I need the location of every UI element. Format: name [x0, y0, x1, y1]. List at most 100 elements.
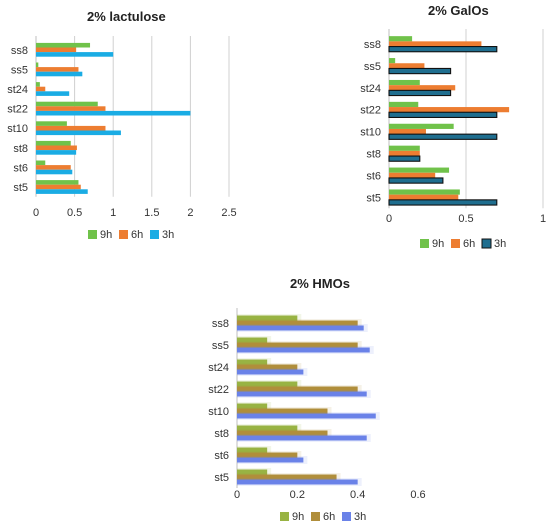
bar-6h-st22	[36, 106, 106, 111]
legend-label: 3h	[494, 238, 506, 250]
bar-9h-ss8	[36, 42, 91, 48]
chart-title-lactulose: 2% lactulose	[87, 9, 166, 24]
category-label: ss5	[364, 61, 381, 73]
bar-9h-st8	[389, 145, 420, 151]
legend-label: 6h	[323, 511, 335, 523]
bar-6h-st5	[36, 184, 81, 190]
bar-6h-st24	[389, 85, 456, 91]
bar-9h-st24	[237, 359, 268, 365]
bar-6h-st6	[389, 172, 436, 178]
category-label: st10	[208, 406, 229, 418]
bar-6h-ss5	[36, 67, 79, 72]
legend-swatch	[420, 239, 429, 248]
legend-label: 9h	[292, 511, 304, 523]
legend-item: 6h	[311, 511, 335, 523]
category-label: st8	[366, 148, 381, 160]
legend-item: 6h	[119, 229, 143, 241]
bar-9h-st8	[237, 425, 298, 431]
bar-3h-ss8	[388, 45, 498, 53]
legend-swatch	[481, 238, 492, 249]
x-tick-label: 1.5	[144, 207, 159, 219]
bar-3h-st24	[36, 91, 70, 96]
bar-9h-st6	[237, 447, 268, 453]
bar-6h-st22	[389, 107, 510, 113]
bar-9h-ss8	[237, 315, 298, 321]
bar-6h-st22	[237, 386, 358, 392]
bar-3h-st6	[237, 457, 304, 463]
category-label: ss5	[212, 340, 229, 352]
bar-3h-st5	[388, 199, 498, 206]
bar-6h-st5	[237, 474, 337, 480]
bar-3h-st5	[36, 189, 88, 194]
category-label: ss8	[11, 45, 28, 57]
legend-item: 3h	[342, 511, 366, 523]
category-label: st8	[214, 428, 229, 440]
bar-9h-st24	[36, 82, 40, 87]
bar-6h-ss8	[389, 41, 482, 47]
bar-3h-st22	[237, 391, 367, 397]
x-tick-label: 0.2	[290, 489, 305, 501]
bar-3h-st22	[36, 110, 191, 116]
legend-item: 3h	[481, 238, 506, 250]
legend-swatch	[451, 239, 460, 248]
bar-6h-st8	[389, 150, 420, 157]
category-label: st8	[13, 143, 28, 155]
bar-9h-st6	[36, 160, 46, 166]
bar-3h-st24	[388, 89, 452, 97]
category-label: st24	[360, 83, 381, 95]
bar-3h-st5	[237, 479, 358, 485]
bar-6h-st6	[36, 165, 71, 170]
bar-9h-st5	[237, 469, 268, 475]
bar-9h-st10	[237, 403, 268, 409]
category-label: st5	[366, 192, 381, 204]
bar-3h-st10	[36, 130, 121, 136]
bar-6h-ss8	[237, 320, 358, 326]
bar-6h-ss5	[237, 342, 358, 348]
bar-3h-st8	[237, 435, 367, 441]
x-tick-label: 1	[540, 213, 546, 225]
legend-item: 3h	[150, 229, 174, 241]
bar-3h-st8	[388, 155, 421, 162]
galos-chart: ss8 ss5 st24 st22 st10 st8 st6 st5 0 0.5 1 9h 6h 3h	[360, 29, 546, 250]
legend-label: 9h	[100, 229, 112, 241]
category-label: st6	[214, 450, 229, 462]
legend-swatch	[88, 230, 97, 239]
category-label: st6	[366, 170, 381, 182]
bar-9h-st10	[389, 123, 454, 129]
bar-9h-ss5	[237, 337, 268, 343]
bar-3h-ss8	[36, 52, 114, 57]
x-tick-label: 0.4	[350, 489, 365, 501]
legend-swatch	[280, 512, 289, 521]
bar-3h-st6	[388, 177, 444, 184]
category-label: ss5	[11, 64, 28, 76]
category-label: st10	[360, 127, 381, 139]
x-tick-label: 0.5	[458, 213, 473, 225]
category-label: st22	[360, 105, 381, 117]
chart-title-hmos: 2% HMOs	[290, 276, 350, 291]
category-label: ss8	[364, 39, 381, 51]
bar-9h-st22	[389, 101, 419, 108]
legend-swatch	[311, 512, 320, 521]
bar-9h-st24	[389, 79, 420, 86]
hmos-chart: ss8 ss5 st24 st22 st10 st8 st6 st5 0 0.2 0.4 0.6 9h 6…	[208, 308, 426, 523]
bar-9h-st8	[36, 140, 71, 146]
bar-3h-ss5	[36, 71, 83, 77]
x-tick-label: 0	[386, 213, 392, 225]
legend-label: 6h	[463, 238, 475, 250]
x-tick-label: 1	[110, 207, 116, 219]
bar-3h-ss5	[237, 347, 370, 353]
category-label: st5	[214, 472, 229, 484]
bar-6h-st6	[237, 452, 298, 458]
bar-6h-ss8	[36, 47, 77, 53]
bar-9h-st10	[36, 121, 67, 126]
legend-item: 9h	[88, 229, 112, 241]
bar-9h-st22	[237, 381, 298, 387]
category-label: st10	[7, 123, 28, 135]
bar-6h-st24	[36, 86, 46, 92]
legend-label: 6h	[131, 229, 143, 241]
category-label: ss8	[212, 318, 229, 330]
bar-9h-st5	[36, 180, 79, 185]
x-tick-label: 0.5	[67, 207, 82, 219]
category-label: st22	[208, 384, 229, 396]
legend-label: 3h	[162, 229, 174, 241]
